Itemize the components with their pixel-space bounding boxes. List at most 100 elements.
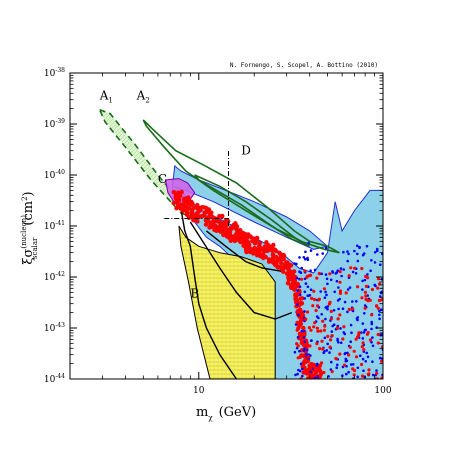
blue-point	[363, 278, 367, 282]
red-point	[313, 373, 317, 377]
blue-point	[373, 251, 377, 254]
blue-point	[346, 259, 350, 263]
contour-b-inner	[205, 230, 282, 272]
y-tick-label: 10-44	[44, 373, 65, 385]
red-point	[306, 354, 310, 359]
red-point	[375, 371, 379, 375]
blue-point	[324, 246, 328, 250]
y-label-main: ξσ	[21, 248, 36, 264]
red-point	[311, 304, 315, 308]
blue-point	[337, 307, 340, 311]
red-point	[295, 328, 299, 332]
x-axis-label: mχ (GeV)	[196, 405, 256, 422]
red-point	[182, 207, 188, 212]
blue-point	[297, 368, 300, 372]
blue-point	[339, 267, 343, 270]
blue-point	[323, 296, 327, 300]
blue-point	[309, 370, 312, 374]
red-point	[311, 380, 315, 384]
blue-point	[363, 328, 367, 332]
blue-point	[294, 373, 297, 377]
blue-point	[356, 252, 359, 256]
red-point	[376, 332, 380, 337]
plot-area	[98, 108, 383, 384]
y-label-sup: (nucleon)	[20, 215, 28, 249]
blue-point	[302, 336, 306, 339]
red-point	[312, 289, 316, 293]
red-point	[338, 291, 342, 295]
red-point	[314, 308, 318, 313]
blue-point	[302, 349, 306, 353]
blue-point	[359, 354, 362, 358]
red-point	[179, 189, 184, 195]
red-point	[335, 326, 339, 330]
red-point	[218, 220, 224, 226]
blue-point	[330, 360, 333, 364]
blue-point	[362, 369, 365, 373]
red-point	[312, 379, 316, 383]
blue-point	[361, 337, 365, 340]
red-point	[361, 341, 365, 345]
red-point	[255, 235, 260, 241]
region-label-a2: A2	[136, 89, 150, 105]
red-point	[302, 344, 306, 348]
red-point	[303, 332, 307, 336]
red-point	[238, 228, 243, 233]
blue-point	[341, 307, 345, 311]
x-tick-label: 10	[193, 386, 205, 396]
red-point	[206, 207, 212, 212]
red-point	[347, 307, 351, 312]
blue-point	[302, 255, 306, 259]
red-point	[261, 255, 266, 261]
red-point	[312, 297, 317, 302]
red-point	[317, 272, 321, 276]
blue-point	[363, 312, 366, 315]
blue-point	[379, 263, 382, 267]
red-point	[352, 349, 356, 353]
blue-point	[361, 253, 365, 257]
red-point	[288, 263, 294, 268]
blue-point	[360, 331, 363, 334]
red-point	[367, 368, 371, 372]
red-point	[294, 298, 299, 303]
red-point	[363, 306, 367, 310]
blue-point	[349, 323, 353, 327]
blue-point	[303, 340, 307, 344]
blue-point	[310, 339, 313, 343]
blue-point	[293, 350, 297, 354]
red-point	[273, 248, 279, 254]
red-point	[178, 193, 183, 198]
red-point	[295, 320, 299, 324]
red-point	[304, 317, 308, 321]
red-point	[322, 328, 326, 332]
red-point	[190, 201, 195, 206]
blue-point	[323, 336, 327, 340]
red-point	[299, 296, 305, 301]
blue-point	[371, 336, 374, 339]
blue-point	[335, 279, 339, 283]
blue-point	[323, 350, 326, 353]
data-points-layer	[171, 189, 383, 384]
red-point	[245, 240, 251, 246]
red-point	[336, 317, 340, 321]
blue-point	[343, 352, 347, 356]
red-point	[322, 370, 326, 375]
red-point	[320, 339, 324, 343]
red-point	[317, 363, 322, 368]
blue-point	[342, 331, 346, 334]
blue-point	[336, 299, 340, 302]
y-tick-label: 10-40	[44, 169, 65, 181]
red-point	[295, 284, 300, 289]
blue-point	[313, 268, 317, 272]
blue-point	[321, 252, 325, 255]
red-point	[315, 342, 319, 346]
red-point	[303, 269, 307, 273]
blue-point	[316, 253, 319, 256]
red-point	[375, 304, 379, 308]
red-point	[186, 215, 192, 220]
red-point	[360, 266, 364, 271]
red-point	[241, 240, 247, 245]
contour-b-outer	[180, 208, 237, 379]
blue-point	[325, 277, 329, 281]
red-point	[307, 326, 311, 330]
